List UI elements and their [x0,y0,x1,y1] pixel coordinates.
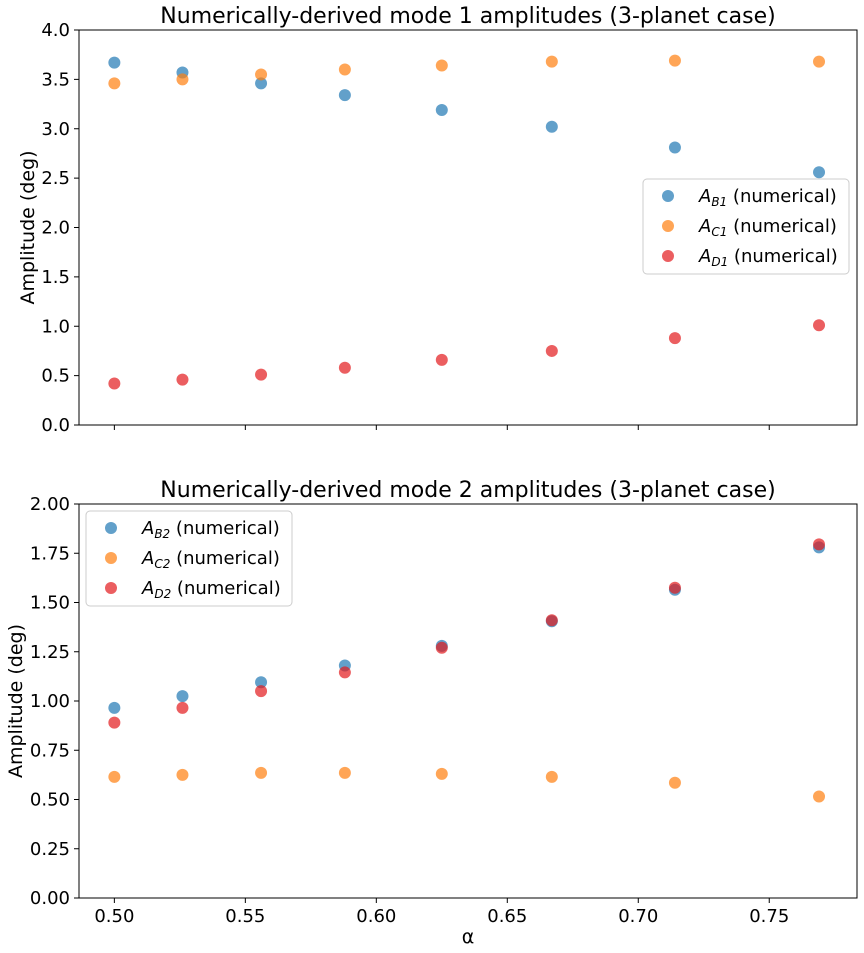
y-tick-label: 3.5 [41,69,70,90]
point-d2 [108,716,121,729]
point-c2 [545,770,558,783]
legend-label-b1: AB1 (numerical) [698,186,837,209]
point-d1 [255,368,268,381]
legend-marker-c1 [662,220,674,232]
point-c1 [108,77,121,90]
point-c1 [668,54,681,67]
point-b1 [338,89,351,102]
x-tick-label: 0.75 [749,906,789,927]
y-tick-label: 3.0 [41,119,70,140]
point-c1 [338,63,351,76]
legend-marker-d2 [105,582,117,594]
point-b1 [255,77,268,90]
point-c2 [176,768,189,781]
point-d2 [668,581,681,594]
legend-label-c2: AC2 (numerical) [141,548,280,571]
point-b1 [435,103,448,116]
legend-marker-d1 [662,250,674,262]
y-tick-label: 0.5 [41,366,70,387]
point-b1 [545,120,558,133]
point-d1 [668,332,681,345]
point-d2 [813,538,826,551]
y-tick-label: 0.0 [41,415,70,436]
axes-frame [78,29,858,426]
point-c2 [255,766,268,779]
y-tick-label: 0.75 [30,740,70,761]
y-tick-label: 1.25 [30,642,70,663]
data-points [108,54,826,390]
point-c2 [108,770,121,783]
point-d2 [338,666,351,679]
point-d1 [108,377,121,390]
point-d2 [255,685,268,698]
legend-label-c1: AC1 (numerical) [698,216,837,239]
chart-title: Numerically-derived mode 2 amplitudes (3… [160,478,775,503]
point-d1 [813,319,826,332]
point-d1 [338,361,351,374]
point-c1 [813,55,826,68]
legend-box [85,510,293,607]
y-tick-label: 0.00 [30,888,70,909]
legend-marker-b2 [105,522,117,534]
x-tick-label: 0.70 [618,906,658,927]
point-c1 [545,55,558,68]
y-tick-label: 4.0 [41,20,70,41]
y-tick-label: 1.50 [30,593,70,614]
point-c1 [255,68,268,81]
data-points [108,538,826,803]
y-tick-label: 1.75 [30,543,70,564]
x-tick-label: 0.60 [356,906,396,927]
point-d2 [176,701,189,714]
point-c1 [176,73,189,86]
point-c2 [435,767,448,780]
x-tick-label: 0.55 [225,906,265,927]
point-c2 [813,790,826,803]
point-b1 [668,141,681,154]
legend-label-d1: AD1 (numerical) [698,246,838,269]
y-tick-label: 0.50 [30,790,70,811]
point-b2 [108,701,121,714]
point-c2 [668,776,681,789]
mode1-chart: Numerically-derived mode 1 amplitudes (3… [17,4,858,436]
point-b2 [176,690,189,703]
point-d1 [176,373,189,386]
point-d1 [545,344,558,357]
y-tick-label: 2.00 [30,494,70,515]
point-d1 [435,353,448,366]
mode2-chart: Numerically-derived mode 2 amplitudes (3… [5,478,858,948]
legend-marker-c2 [105,552,117,564]
legend-label-b2: AB2 (numerical) [141,518,280,541]
chart-title: Numerically-derived mode 1 amplitudes (3… [160,4,775,29]
legend: AB1 (numerical) AC1 (numerical) AD1 (numer… [642,178,850,275]
y-tick-label: 1.5 [41,267,70,288]
point-d2 [545,614,558,627]
x-tick-label: 0.65 [487,906,527,927]
point-d2 [435,641,448,654]
point-b1 [813,166,826,179]
y-tick-label: 2.5 [41,168,70,189]
y-tick-label: 2.0 [41,218,70,239]
legend-marker-b1 [662,190,674,202]
point-b1 [108,56,121,69]
axes-frame [78,503,858,899]
y-tick-label: 0.25 [30,839,70,860]
y-tick-label: 1.00 [30,691,70,712]
y-axis-label: Amplitude (deg) [5,624,27,778]
point-c2 [338,766,351,779]
legend-box [642,178,850,275]
legend: AB2 (numerical) AC2 (numerical) AD2 (numer… [85,510,293,607]
x-tick-label: 0.50 [94,906,134,927]
point-b2 [255,676,268,689]
legend-label-d2: AD2 (numerical) [141,578,281,601]
point-c1 [435,59,448,72]
y-axis-label: Amplitude (deg) [17,150,39,304]
x-axis-label: α [462,926,475,948]
y-tick-label: 1.0 [41,316,70,337]
